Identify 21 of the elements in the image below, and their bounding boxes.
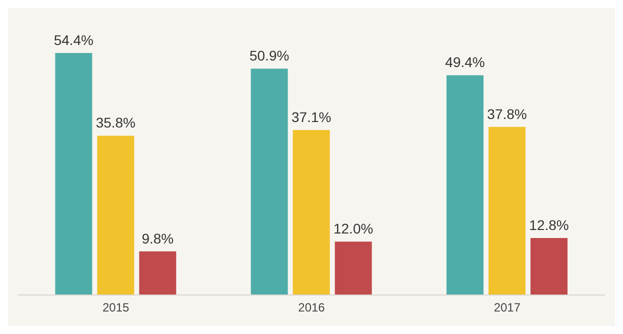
data-label: 37.8% xyxy=(487,106,527,122)
bar xyxy=(334,242,372,295)
data-label: 12.0% xyxy=(333,220,374,237)
data-label: 9.8% xyxy=(142,230,174,246)
bar xyxy=(530,238,568,295)
bar xyxy=(139,251,176,295)
data-label: 12.8% xyxy=(529,217,569,234)
bar xyxy=(292,130,330,295)
data-label: 49.4% xyxy=(445,54,485,70)
data-label: 37.1% xyxy=(291,108,332,125)
bar xyxy=(55,53,92,295)
bar xyxy=(97,136,134,295)
data-label: 54.4% xyxy=(54,32,94,48)
bar xyxy=(250,68,288,295)
bar xyxy=(488,126,526,295)
data-label: 35.8% xyxy=(96,114,136,131)
x-tick-label: 2016 xyxy=(298,300,326,315)
data-label: 50.9% xyxy=(249,48,290,64)
x-tick-label: 2017 xyxy=(494,300,521,315)
bar xyxy=(446,75,484,295)
x-tick-label: 2015 xyxy=(102,300,130,315)
